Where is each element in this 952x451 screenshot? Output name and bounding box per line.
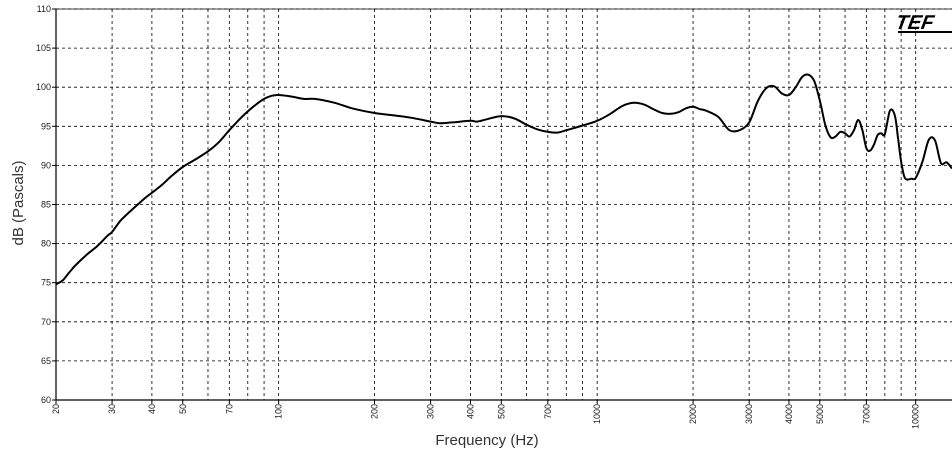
y-axis-title: dB (Pascals): [10, 160, 27, 245]
x-tick-label: 100: [274, 404, 284, 419]
y-tick-label: 85: [41, 200, 51, 210]
x-tick-label: 400: [465, 404, 475, 419]
x-tick-label: 500: [496, 404, 506, 419]
grid-lines: [56, 8, 952, 400]
y-tick-label: 70: [41, 317, 51, 327]
x-tick-label: 3000: [744, 404, 754, 424]
response-curve: [55, 73, 952, 286]
x-tick-label: 5000: [815, 404, 825, 424]
x-tick-label: 70: [224, 404, 234, 414]
y-tick-label: 100: [36, 82, 51, 92]
x-tick-label: 30: [107, 404, 117, 414]
x-tick-label: 200: [370, 404, 380, 419]
x-tick-label: 4000: [784, 404, 794, 424]
y-tick-label: 60: [41, 395, 51, 405]
x-tick-label: 50: [178, 404, 188, 414]
x-tick-label: 1000: [592, 404, 602, 424]
x-tick-labels: 20 30 40 50 70 100 200 300 400 500 700 1000 2000 3000…: [51, 404, 921, 429]
y-tick-label: 95: [41, 121, 51, 131]
plot-axes: [52, 8, 952, 404]
x-tick-label: 40: [147, 404, 157, 414]
x-axis-title: Frequency (Hz): [435, 432, 538, 449]
logo-text: TEF: [894, 12, 936, 34]
x-tick-label: 20: [51, 404, 61, 414]
x-tick-label: 700: [543, 404, 553, 419]
x-tick-label: 2000: [688, 404, 698, 424]
y-tick-label: 75: [41, 278, 51, 288]
logo: TEF: [894, 12, 952, 34]
y-tick-label: 110: [37, 4, 51, 14]
y-tick-label: 90: [41, 160, 51, 170]
y-tick-labels: 60 65 70 75 80 85 90 95 100 105 110: [36, 4, 51, 405]
series-layer: [55, 73, 952, 286]
x-tick-label: 300: [426, 404, 436, 419]
x-tick-label: 7000: [861, 404, 871, 424]
y-tick-label: 105: [36, 43, 51, 53]
y-tick-label: 80: [41, 239, 51, 249]
x-tick-label: 10000: [911, 404, 921, 429]
y-tick-label: 65: [41, 356, 51, 366]
